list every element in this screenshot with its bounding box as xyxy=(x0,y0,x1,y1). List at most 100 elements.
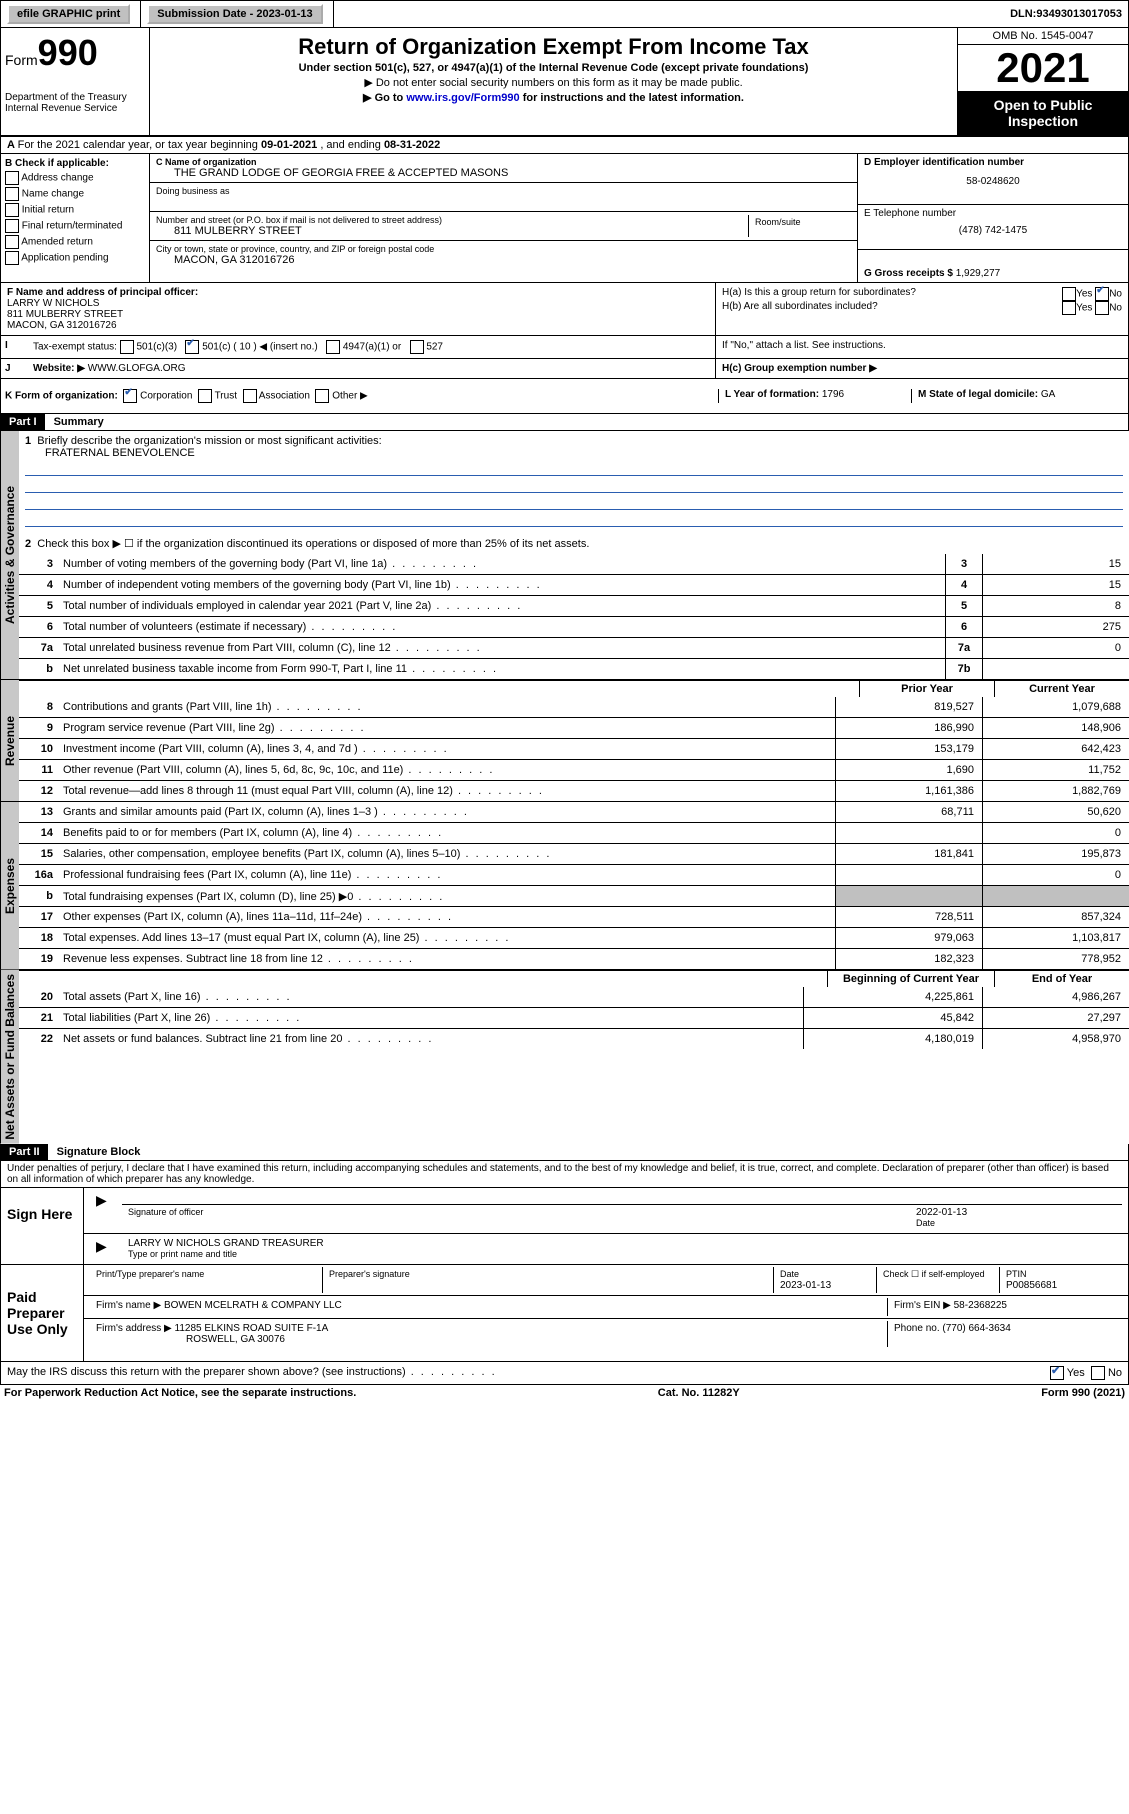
part2-header: Part II xyxy=(1,1144,48,1160)
cb-discuss-no[interactable] xyxy=(1091,1366,1105,1380)
part-1: Part I Summary xyxy=(0,414,1129,431)
col-b-checkboxes: B Check if applicable: Address change Na… xyxy=(1,154,150,282)
col-c: C Name of organization THE GRAND LODGE O… xyxy=(150,154,857,282)
section-k: K Form of organization: Corporation Trus… xyxy=(5,389,718,403)
efile-label: efile GRAPHIC print xyxy=(1,1,141,27)
line-6: 6 Total number of volunteers (estimate i… xyxy=(19,616,1129,637)
line-b: b Net unrelated business taxable income … xyxy=(19,658,1129,679)
tax-year: 2021 xyxy=(958,45,1128,91)
line-12: 12 Total revenue—add lines 8 through 11 … xyxy=(19,780,1129,801)
dept-label: Department of the Treasury Internal Reve… xyxy=(5,92,145,114)
expenses-table: Expenses 13 Grants and similar amounts p… xyxy=(0,802,1129,970)
line-4: 4 Number of independent voting members o… xyxy=(19,574,1129,595)
cb-name-change[interactable]: Name change xyxy=(5,187,145,201)
cb-assoc[interactable] xyxy=(243,389,257,403)
line-8: 8 Contributions and grants (Part VIII, l… xyxy=(19,697,1129,717)
sign-here-label: Sign Here xyxy=(1,1188,84,1264)
room-label: Room/suite xyxy=(755,217,845,227)
line-11: 11 Other revenue (Part VIII, column (A),… xyxy=(19,759,1129,780)
note-1: ▶ Do not enter social security numbers o… xyxy=(158,76,949,89)
hb-note: If "No," attach a list. See instructions… xyxy=(715,336,1128,358)
omb-number: OMB No. 1545-0047 xyxy=(958,28,1128,45)
line-10: 10 Investment income (Part VIII, column … xyxy=(19,738,1129,759)
q1-answer: FRATERNAL BENEVOLENCE xyxy=(25,447,195,459)
line-20: 20 Total assets (Part X, line 16) 4,225,… xyxy=(19,987,1129,1007)
dba-label: Doing business as xyxy=(156,186,851,196)
row-a: A For the 2021 calendar year, or tax yea… xyxy=(1,137,1128,154)
vtab-revenue: Revenue xyxy=(0,680,19,801)
col-begin: Beginning of Current Year xyxy=(827,971,994,987)
gross-label: G Gross receipts $ xyxy=(864,268,956,279)
ein-value: 58-0248620 xyxy=(864,168,1122,187)
cb-address-change[interactable]: Address change xyxy=(5,171,145,185)
col-end: End of Year xyxy=(994,971,1129,987)
cb-501c[interactable] xyxy=(185,340,199,354)
submission-cell: Submission Date - 2023-01-13 xyxy=(141,1,333,27)
city-value: MACON, GA 312016726 xyxy=(156,254,851,266)
cb-amended[interactable]: Amended return xyxy=(5,235,145,249)
header-left: Form990 Department of the Treasury Inter… xyxy=(1,28,150,135)
form-subtitle: Under section 501(c), 527, or 4947(a)(1)… xyxy=(158,62,949,74)
website-row: Website: ▶ WWW.GLOFGA.ORG xyxy=(29,359,715,378)
cb-initial-return[interactable]: Initial return xyxy=(5,203,145,217)
ein-label: D Employer identification number xyxy=(864,157,1122,168)
info-section: A For the 2021 calendar year, or tax yea… xyxy=(0,137,1129,414)
line-14: 14 Benefits paid to or for members (Part… xyxy=(19,822,1129,843)
governance-table: Activities & Governance 1 Briefly descri… xyxy=(0,431,1129,680)
submission-button[interactable]: Submission Date - 2023-01-13 xyxy=(147,4,322,24)
vtab-expenses: Expenses xyxy=(0,802,19,969)
footer-mid: Cat. No. 11282Y xyxy=(658,1387,740,1399)
phone-value: (478) 742-1475 xyxy=(864,219,1122,236)
hc-row: H(c) Group exemption number ▶ xyxy=(715,359,1128,378)
section-f: F Name and address of principal officer:… xyxy=(1,283,715,335)
city-label: City or town, state or province, country… xyxy=(156,244,851,254)
arrow-icon: ▶ xyxy=(90,1236,122,1262)
q2-text: Check this box ▶ ☐ if the organization d… xyxy=(37,538,589,550)
line-16a: 16a Professional fundraising fees (Part … xyxy=(19,864,1129,885)
j-label: J xyxy=(1,359,29,378)
part1-title: Summary xyxy=(48,414,110,430)
line-18: 18 Total expenses. Add lines 13–17 (must… xyxy=(19,927,1129,948)
line-17: 17 Other expenses (Part IX, column (A), … xyxy=(19,906,1129,927)
org-name: THE GRAND LODGE OF GEORGIA FREE & ACCEPT… xyxy=(156,167,851,179)
cb-501c3[interactable] xyxy=(120,340,134,354)
col-prior: Prior Year xyxy=(859,681,994,697)
top-bar: efile GRAPHIC print Submission Date - 20… xyxy=(0,0,1129,28)
discuss-row: May the IRS discuss this return with the… xyxy=(0,1362,1129,1385)
efile-button[interactable]: efile GRAPHIC print xyxy=(7,4,130,24)
line-15: 15 Salaries, other compensation, employe… xyxy=(19,843,1129,864)
cb-corp[interactable] xyxy=(123,389,137,403)
street-label: Number and street (or P.O. box if mail i… xyxy=(156,215,748,225)
penalty-text: Under penalties of perjury, I declare th… xyxy=(0,1161,1129,1188)
vtab-netassets: Net Assets or Fund Balances xyxy=(0,970,19,1144)
line-3: 3 Number of voting members of the govern… xyxy=(19,554,1129,574)
arrow-icon: ▶ xyxy=(90,1190,122,1231)
note-2: ▶ Go to www.irs.gov/Form990 for instruct… xyxy=(158,91,949,104)
part-2: Part II Signature Block xyxy=(0,1144,1129,1161)
cb-discuss-yes[interactable] xyxy=(1050,1366,1064,1380)
line-13: 13 Grants and similar amounts paid (Part… xyxy=(19,802,1129,822)
header-center: Return of Organization Exempt From Incom… xyxy=(150,28,957,135)
footer-right: Form 990 (2021) xyxy=(1041,1387,1125,1399)
cb-final-return[interactable]: Final return/terminated xyxy=(5,219,145,233)
form-number: 990 xyxy=(38,32,98,73)
line-7a: 7a Total unrelated business revenue from… xyxy=(19,637,1129,658)
irs-link[interactable]: www.irs.gov/Form990 xyxy=(406,92,519,104)
q1-text: Briefly describe the organization's miss… xyxy=(37,435,381,447)
line-9: 9 Program service revenue (Part VIII, li… xyxy=(19,717,1129,738)
line-22: 22 Net assets or fund balances. Subtract… xyxy=(19,1028,1129,1049)
paid-prep-label: Paid Preparer Use Only xyxy=(1,1265,84,1361)
cb-527[interactable] xyxy=(410,340,424,354)
cb-trust[interactable] xyxy=(198,389,212,403)
line-21: 21 Total liabilities (Part X, line 26) 4… xyxy=(19,1007,1129,1028)
col-current: Current Year xyxy=(994,681,1129,697)
cb-4947[interactable] xyxy=(326,340,340,354)
form-prefix: Form xyxy=(5,52,38,68)
tax-exempt-row: Tax-exempt status: 501(c)(3) 501(c) ( 10… xyxy=(29,336,715,358)
street-value: 811 MULBERRY STREET xyxy=(156,225,748,237)
part1-header: Part I xyxy=(1,414,45,430)
line-19: 19 Revenue less expenses. Subtract line … xyxy=(19,948,1129,969)
cb-pending[interactable]: Application pending xyxy=(5,251,145,265)
cb-other[interactable] xyxy=(315,389,329,403)
vtab-governance: Activities & Governance xyxy=(0,431,19,679)
